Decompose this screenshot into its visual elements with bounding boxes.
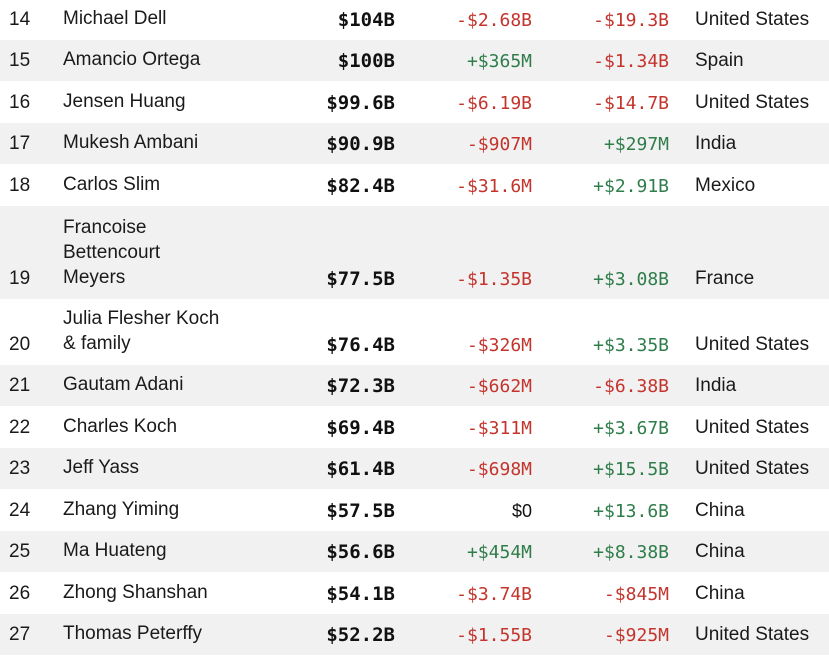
- ytd-change-cell: +$15.5B: [593, 459, 669, 480]
- net-worth-cell: $69.4B: [326, 417, 395, 439]
- name-cell[interactable]: Jeff Yass: [63, 457, 140, 478]
- rank-cell: 22: [9, 417, 31, 438]
- last-change-cell: +$454M: [466, 542, 532, 563]
- name-cell[interactable]: Zhong Shanshan: [63, 582, 208, 603]
- name-cell[interactable]: Amancio Ortega: [63, 49, 201, 70]
- ytd-change-cell: +$3.35B: [593, 335, 669, 356]
- last-change-cell: -$907M: [466, 134, 532, 155]
- ytd-change-cell: -$925M: [603, 625, 669, 646]
- ytd-change-cell: +$297M: [603, 134, 669, 155]
- rank-cell: 15: [9, 50, 31, 71]
- rank-cell: 23: [9, 458, 31, 479]
- last-change-cell: -$311M: [466, 418, 532, 439]
- country-cell: Spain: [695, 50, 744, 71]
- name-cell[interactable]: Julia Flesher Koch & family: [63, 308, 220, 354]
- country-cell: United States: [695, 417, 810, 438]
- net-worth-cell: $54.1B: [326, 583, 395, 605]
- rank-cell: 16: [9, 92, 31, 113]
- table-row[interactable]: 27 Thomas Peterffy $52.2B -$1.55B -$925M…: [0, 614, 829, 655]
- country-cell: India: [695, 375, 737, 396]
- table-row[interactable]: 17 Mukesh Ambani $90.9B -$907M +$297M In…: [0, 123, 829, 164]
- ytd-change-cell: +$13.6B: [593, 501, 669, 522]
- last-change-cell: -$31.6M: [456, 176, 532, 197]
- country-cell: United States: [695, 624, 810, 645]
- country-cell: China: [695, 583, 745, 604]
- name-cell[interactable]: Carlos Slim: [63, 174, 161, 195]
- ytd-change-cell: +$3.67B: [593, 418, 669, 439]
- net-worth-cell: $90.9B: [326, 133, 395, 155]
- net-worth-cell: $99.6B: [326, 92, 395, 114]
- name-cell[interactable]: Ma Huateng: [63, 540, 167, 561]
- table-row[interactable]: 19 Francoise Bettencourt Meyers $77.5B -…: [0, 206, 829, 299]
- name-cell[interactable]: Jensen Huang: [63, 91, 186, 112]
- name-cell[interactable]: Mukesh Ambani: [63, 132, 199, 153]
- table-row[interactable]: 16 Jensen Huang $99.6B -$6.19B -$14.7B U…: [0, 81, 829, 123]
- last-change-cell: +$365M: [466, 51, 532, 72]
- country-cell: France: [695, 268, 755, 289]
- net-worth-cell: $104B: [337, 9, 395, 31]
- rank-cell: 24: [9, 500, 31, 521]
- rank-cell: 27: [9, 624, 31, 645]
- table-row[interactable]: 23 Jeff Yass $61.4B -$698M +$15.5B Unite…: [0, 448, 829, 489]
- net-worth-cell: $61.4B: [326, 458, 395, 480]
- rank-cell: 14: [9, 9, 31, 30]
- net-worth-cell: $72.3B: [326, 375, 395, 397]
- net-worth-cell: $100B: [337, 50, 395, 72]
- rank-cell: 26: [9, 583, 31, 604]
- net-worth-cell: $52.2B: [326, 624, 395, 646]
- name-cell[interactable]: Michael Dell: [63, 8, 167, 29]
- table-row[interactable]: 14 Michael Dell $104B -$2.68B -$19.3B Un…: [0, 0, 829, 40]
- table-row[interactable]: 15 Amancio Ortega $100B +$365M -$1.34B S…: [0, 40, 829, 81]
- country-cell: China: [695, 500, 745, 521]
- last-change-cell: -$662M: [466, 376, 532, 397]
- country-cell: Mexico: [695, 175, 756, 196]
- ytd-change-cell: -$14.7B: [593, 93, 669, 114]
- rank-cell: 17: [9, 133, 31, 154]
- name-cell[interactable]: Gautam Adani: [63, 374, 184, 395]
- last-change-cell: -$326M: [466, 335, 532, 356]
- last-change-cell: $0: [511, 501, 532, 521]
- name-cell[interactable]: Francoise Bettencourt Meyers: [63, 217, 161, 288]
- net-worth-cell: $82.4B: [326, 175, 395, 197]
- last-change-cell: -$1.55B: [456, 625, 532, 646]
- country-cell: United States: [695, 334, 810, 355]
- net-worth-cell: $76.4B: [326, 334, 395, 356]
- ytd-change-cell: -$19.3B: [593, 10, 669, 31]
- country-cell: United States: [695, 458, 810, 479]
- last-change-cell: -$698M: [466, 459, 532, 480]
- ytd-change-cell: +$8.38B: [593, 542, 669, 563]
- table-row[interactable]: 22 Charles Koch $69.4B -$311M +$3.67B Un…: [0, 406, 829, 448]
- table-row[interactable]: 24 Zhang Yiming $57.5B $0 +$13.6B China: [0, 489, 829, 531]
- table-row[interactable]: 18 Carlos Slim $82.4B -$31.6M +$2.91B Me…: [0, 164, 829, 206]
- ytd-change-cell: +$3.08B: [593, 269, 669, 290]
- name-cell[interactable]: Zhang Yiming: [63, 499, 180, 520]
- rank-cell: 25: [9, 541, 31, 562]
- last-change-cell: -$6.19B: [456, 93, 532, 114]
- country-cell: United States: [695, 92, 810, 113]
- last-change-cell: -$3.74B: [456, 584, 532, 605]
- net-worth-cell: $56.6B: [326, 541, 395, 563]
- country-cell: United States: [695, 9, 810, 30]
- name-cell[interactable]: Charles Koch: [63, 416, 178, 437]
- rank-cell: 18: [9, 175, 31, 196]
- rank-cell: 20: [9, 334, 31, 355]
- rank-cell: 21: [9, 375, 31, 396]
- last-change-cell: -$1.35B: [456, 269, 532, 290]
- table-row[interactable]: 21 Gautam Adani $72.3B -$662M -$6.38B In…: [0, 365, 829, 406]
- rank-cell: 19: [9, 268, 31, 289]
- table-row[interactable]: 26 Zhong Shanshan $54.1B -$3.74B -$845M …: [0, 572, 829, 614]
- last-change-cell: -$2.68B: [456, 10, 532, 31]
- country-cell: China: [695, 541, 745, 562]
- name-cell[interactable]: Thomas Peterffy: [63, 623, 203, 644]
- table-row[interactable]: 20 Julia Flesher Koch & family $76.4B -$…: [0, 299, 829, 365]
- table-row[interactable]: 25 Ma Huateng $56.6B +$454M +$8.38B Chin…: [0, 531, 829, 572]
- ytd-change-cell: -$1.34B: [593, 51, 669, 72]
- ytd-change-cell: -$6.38B: [593, 376, 669, 397]
- ytd-change-cell: +$2.91B: [593, 176, 669, 197]
- country-cell: India: [695, 133, 737, 154]
- net-worth-cell: $57.5B: [326, 500, 395, 522]
- net-worth-cell: $77.5B: [326, 268, 395, 290]
- ytd-change-cell: -$845M: [603, 584, 669, 605]
